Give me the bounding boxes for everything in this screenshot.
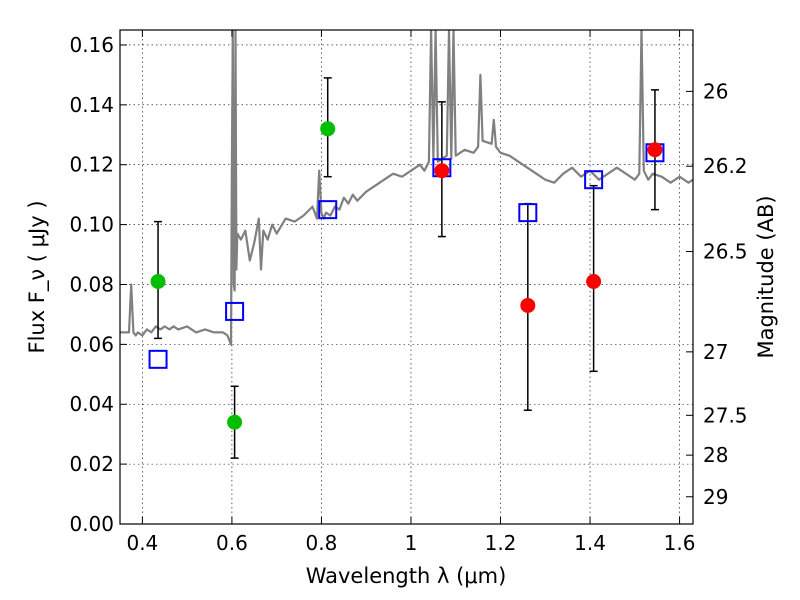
model-square-marker [225, 301, 245, 321]
red-data-point [520, 297, 536, 313]
x-tick-label: 0.8 [306, 531, 338, 555]
y-tick-label: 0.12 [69, 153, 114, 177]
y-tick-label: 0.04 [69, 392, 114, 416]
y2-tick-label: 26 [703, 79, 728, 103]
green-data-point [227, 414, 243, 430]
x-tick-label: 1 [405, 531, 418, 555]
x-tick-label: 1.6 [664, 531, 696, 555]
y2-tick-label: 26.2 [703, 154, 748, 178]
y2-tick-label: 28 [703, 443, 728, 467]
y2-tick-label: 27.5 [703, 403, 748, 427]
model-square-marker [318, 200, 338, 220]
model-square-marker [518, 203, 538, 223]
red-data-point [586, 273, 602, 289]
red-data-point [647, 142, 663, 158]
y-tick-label: 0.02 [69, 452, 114, 476]
x-axis-label: Wavelength λ (μm) [306, 564, 507, 588]
y-tick-label: 0.06 [69, 332, 114, 356]
y-tick-label: 0.10 [69, 213, 114, 237]
spectrum-line [120, 30, 693, 346]
x-tick-label: 1.2 [485, 531, 517, 555]
y-tick-label: 0.16 [69, 33, 114, 57]
red-data-point [434, 163, 450, 179]
x-tick-label: 0.6 [216, 531, 248, 555]
x-tick-label: 1.4 [574, 531, 606, 555]
y2-tick-label: 27 [703, 340, 728, 364]
y2-axis-label: Magnitude (AB) [754, 195, 778, 358]
ticks: 0.4 0.6 0.8 1 1.2 1.4 1.6 0.00 0.02 0.04 0.06 0.08 0… [69, 30, 748, 555]
y-tick-label: 0.00 [69, 512, 114, 536]
y2-tick-label: 26.5 [703, 240, 748, 264]
green-data-point [150, 273, 166, 289]
plot-frame [119, 29, 694, 525]
spectrum-layer [120, 30, 693, 346]
y2-tick-label: 29 [703, 485, 728, 509]
y-tick-label: 0.14 [69, 93, 114, 117]
model-square-marker [148, 349, 168, 369]
plot-area [120, 30, 693, 524]
markers-layer [148, 77, 665, 459]
model-square-marker [584, 170, 604, 190]
x-tick-label: 0.4 [126, 531, 158, 555]
y-axis-label: Flux F_ν ( μJy ) [25, 200, 50, 353]
green-data-point [320, 121, 336, 137]
y-tick-label: 0.08 [69, 272, 114, 296]
